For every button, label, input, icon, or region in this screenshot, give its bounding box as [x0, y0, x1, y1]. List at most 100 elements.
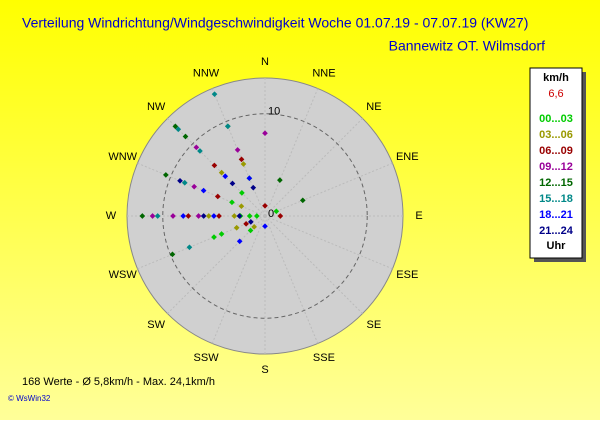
point	[246, 213, 253, 219]
point	[139, 213, 146, 219]
spoke	[167, 215, 266, 314]
chart-title: Verteilung Windrichtung/Windgeschwindigk…	[22, 15, 528, 31]
direction-label: E	[415, 210, 422, 222]
point	[262, 130, 268, 137]
point	[236, 238, 243, 245]
direction-label: ENE	[396, 151, 419, 163]
point	[233, 224, 240, 231]
point	[191, 183, 197, 190]
point	[273, 208, 280, 215]
point	[222, 173, 229, 180]
point	[248, 219, 254, 225]
legend-title: km/h	[543, 72, 569, 84]
point	[154, 213, 161, 219]
direction-label: NE	[366, 101, 381, 113]
point	[277, 213, 284, 219]
point	[243, 220, 249, 227]
point	[211, 162, 218, 169]
credit: © WsWin32	[8, 394, 51, 403]
point	[250, 184, 257, 191]
point	[200, 187, 207, 194]
point	[225, 123, 231, 130]
point	[170, 213, 176, 219]
point	[251, 224, 257, 230]
footer: 168 Werte - Ø 5,8km/h - Max. 24,1km/h	[22, 376, 215, 388]
r-tick-label: 0	[268, 208, 274, 220]
point	[218, 231, 225, 237]
direction-label: NNW	[193, 68, 220, 80]
point	[197, 148, 203, 154]
legend-note: 6,6	[548, 88, 563, 100]
legend-entry: 15...18	[539, 193, 573, 205]
legend-entry: 21...24	[539, 225, 574, 237]
legend-entry: 06...09	[539, 145, 573, 157]
point	[214, 193, 221, 200]
spoke	[211, 88, 266, 217]
point	[195, 213, 202, 219]
spoke	[264, 215, 319, 344]
point	[149, 213, 156, 219]
point	[231, 213, 238, 219]
direction-label: WSW	[109, 269, 138, 281]
legend-entry: 00...03	[539, 113, 573, 125]
point	[216, 213, 222, 219]
point	[186, 244, 193, 251]
legend-footer: Uhr	[547, 240, 567, 252]
point	[180, 213, 187, 219]
point	[211, 213, 217, 219]
direction-label: NW	[147, 101, 166, 113]
legend-box	[529, 67, 583, 259]
point	[205, 213, 212, 219]
grid-ring	[162, 113, 368, 319]
spoke	[264, 88, 319, 217]
legend-entry: 18...21	[539, 209, 573, 221]
legend-entry: 09...12	[539, 161, 573, 173]
point	[246, 175, 253, 182]
direction-label: N	[261, 56, 269, 68]
point	[229, 180, 236, 187]
legend-entry: 12...15	[539, 177, 573, 189]
point	[262, 202, 268, 209]
direction-label: W	[106, 210, 117, 222]
point	[239, 190, 245, 196]
point	[185, 213, 192, 219]
spoke	[167, 118, 266, 217]
direction-label: S	[261, 364, 268, 376]
point	[200, 213, 207, 219]
point	[240, 161, 247, 167]
point	[175, 126, 182, 133]
point	[238, 156, 245, 163]
chart-subtitle: Bannewitz OT. Wilmsdorf	[389, 38, 545, 54]
direction-label: ESE	[396, 269, 418, 281]
point	[211, 234, 217, 240]
direction-label: NNE	[312, 68, 335, 80]
point	[193, 144, 200, 151]
point	[234, 147, 241, 153]
direction-label: SSE	[313, 352, 335, 364]
point	[181, 179, 188, 186]
legend-entry: 03...06	[539, 129, 573, 141]
point	[172, 123, 179, 130]
r-tick-label: 10	[268, 106, 280, 118]
point	[299, 197, 306, 204]
spoke	[264, 215, 393, 270]
spoke	[211, 215, 266, 344]
point	[262, 223, 268, 230]
direction-label: WNW	[108, 151, 137, 163]
spoke	[264, 162, 393, 217]
point	[182, 133, 189, 140]
direction-label: SSW	[194, 352, 220, 364]
spoke	[264, 118, 363, 217]
point	[236, 213, 243, 219]
point	[211, 91, 218, 97]
point	[177, 177, 183, 184]
point	[163, 172, 169, 178]
spoke	[137, 215, 266, 270]
point	[238, 203, 245, 210]
spoke	[137, 162, 266, 217]
point	[247, 227, 254, 234]
spoke	[264, 215, 363, 314]
direction-label: SE	[367, 319, 382, 331]
